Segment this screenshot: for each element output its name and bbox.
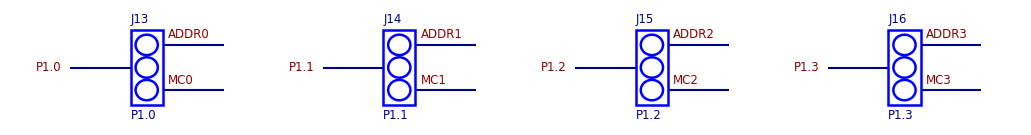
Text: J16: J16 — [889, 13, 906, 26]
Text: J14: J14 — [384, 13, 401, 26]
Ellipse shape — [641, 57, 663, 78]
Ellipse shape — [389, 57, 410, 78]
Bar — [636, 30, 668, 105]
Text: MC3: MC3 — [926, 74, 952, 87]
Ellipse shape — [389, 80, 410, 100]
Text: P1.0: P1.0 — [131, 109, 156, 122]
Ellipse shape — [389, 35, 410, 55]
Text: ADDR1: ADDR1 — [421, 28, 462, 41]
Ellipse shape — [894, 35, 916, 55]
Bar — [384, 30, 415, 105]
Text: MC2: MC2 — [673, 74, 699, 87]
Text: MC1: MC1 — [421, 74, 446, 87]
Ellipse shape — [136, 57, 158, 78]
Ellipse shape — [641, 80, 663, 100]
Text: ADDR3: ADDR3 — [926, 28, 967, 41]
Text: P1.1: P1.1 — [384, 109, 409, 122]
Ellipse shape — [136, 80, 158, 100]
Text: ADDR2: ADDR2 — [673, 28, 714, 41]
Text: P1.3: P1.3 — [794, 61, 820, 74]
Ellipse shape — [894, 57, 916, 78]
Text: MC0: MC0 — [168, 74, 194, 87]
Text: P1.1: P1.1 — [289, 61, 314, 74]
Text: P1.2: P1.2 — [541, 61, 567, 74]
Bar — [889, 30, 921, 105]
Text: ADDR0: ADDR0 — [168, 28, 209, 41]
Text: P1.0: P1.0 — [36, 61, 62, 74]
Ellipse shape — [894, 80, 916, 100]
Text: J15: J15 — [636, 13, 654, 26]
Ellipse shape — [641, 35, 663, 55]
Text: J13: J13 — [131, 13, 148, 26]
Text: P1.2: P1.2 — [636, 109, 662, 122]
Ellipse shape — [136, 35, 158, 55]
Text: P1.3: P1.3 — [889, 109, 913, 122]
Bar — [131, 30, 163, 105]
